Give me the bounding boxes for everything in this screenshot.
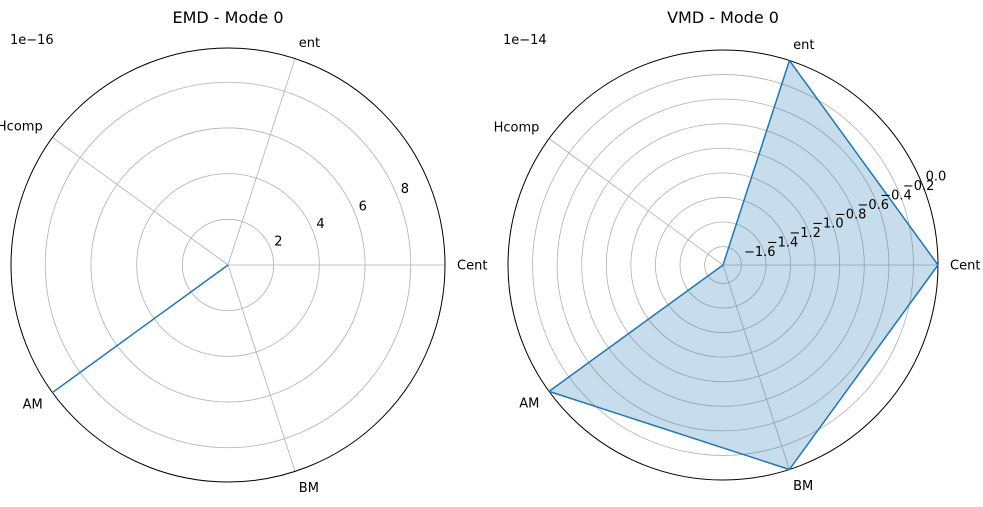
category-label: ent <box>793 38 814 53</box>
radial-tick-label: −0.2 <box>903 179 935 194</box>
radial-tick-label: 8 <box>401 182 409 197</box>
radial-tick-label: −1.4 <box>767 236 799 251</box>
radial-tick-label: 4 <box>316 217 324 232</box>
category-label: Cent <box>457 259 487 274</box>
angular-gridline <box>227 58 296 266</box>
radar-panel-0: Cent ent Hcomp AM BM 2 4 6 8 EMD - Mode 0 1e−16 <box>0 8 487 496</box>
category-label: Hcomp <box>0 119 43 134</box>
radar-panel-1: Cent ent Hcomp AM BM −1.6−1.4−1.2−1.0−0.8−0.6… <box>494 8 981 494</box>
angular-gridline <box>548 138 724 266</box>
series-line <box>548 59 939 471</box>
polar-frame <box>10 47 446 483</box>
series-area <box>549 60 938 470</box>
category-label: BM <box>299 481 319 496</box>
radial-tick-label: −0.6 <box>858 198 890 213</box>
axis-offset-text: 1e−16 <box>10 33 54 48</box>
radial-tick-label: 2 <box>274 235 282 250</box>
chart-title: VMD - Mode 0 <box>667 8 779 27</box>
angular-gridline <box>227 264 296 472</box>
category-label: AM <box>23 398 43 413</box>
category-label: Hcomp <box>494 121 540 136</box>
angular-gridline <box>722 264 790 470</box>
radial-tick-label: −0.8 <box>835 207 867 222</box>
radial-tick-label: −1.2 <box>789 226 821 241</box>
radial-tick-label: −1.6 <box>744 245 776 260</box>
radial-tick-label: 0.0 <box>926 170 947 185</box>
category-label: ent <box>299 36 320 51</box>
category-label: BM <box>793 479 813 494</box>
series-line <box>51 264 229 394</box>
angular-gridline <box>52 137 229 266</box>
radial-tick-label: 6 <box>359 200 367 215</box>
axis-offset-text: 1e−14 <box>503 33 547 48</box>
category-label: Cent <box>950 259 980 274</box>
radial-tick-label: −1.0 <box>812 217 844 232</box>
category-label: AM <box>519 396 539 411</box>
radial-tick-label: −0.4 <box>880 189 912 204</box>
chart-title: EMD - Mode 0 <box>172 8 283 27</box>
